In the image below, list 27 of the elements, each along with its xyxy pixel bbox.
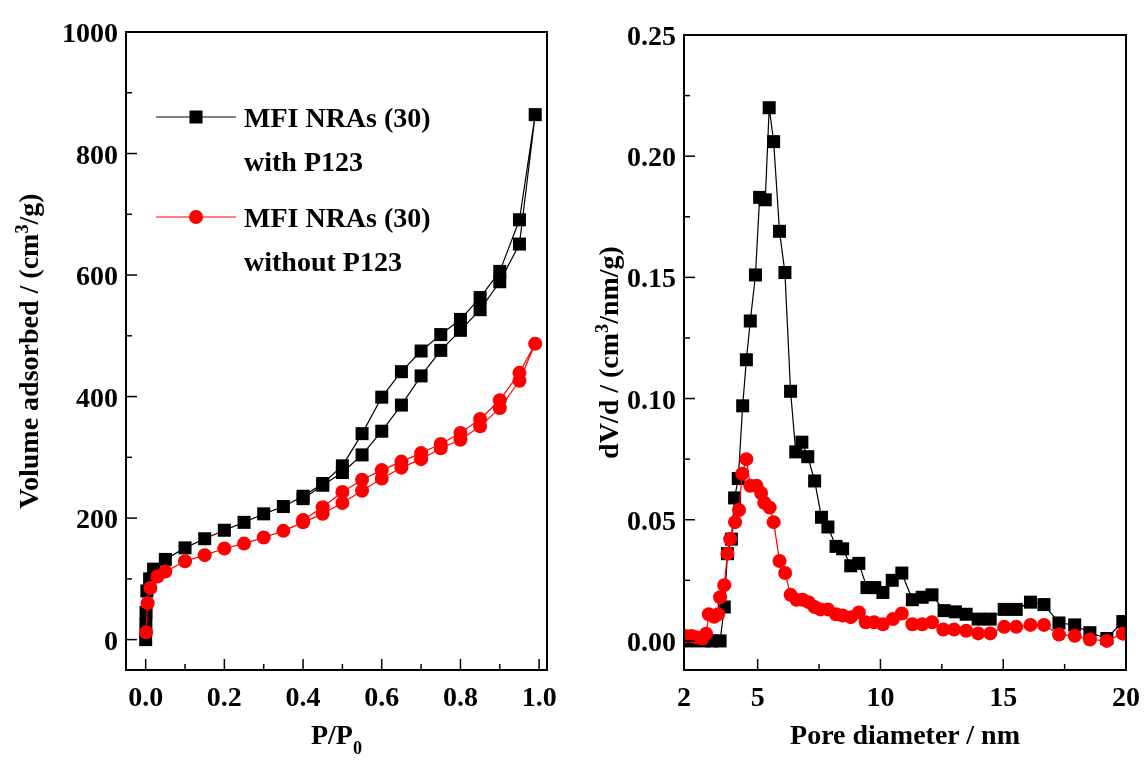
x-tick-label: 15 [989,681,1018,712]
legend-label: MFI NRAs (30) without P123 [244,202,431,277]
x-tick-label: 0.4 [285,681,321,712]
y-tick-label: 0.05 [627,504,676,536]
x-tick-label: 0.2 [206,681,242,712]
y-tick-label: 0.00 [627,625,676,657]
x-tick-label: 0.0 [128,681,164,712]
x-tick-label: 5 [750,681,765,712]
y-tick-label: 0.25 [627,20,676,51]
x-tick-label: 0.8 [442,681,478,712]
x-tick-label: 2 [677,681,691,712]
x-tick-label: 10 [866,681,895,712]
y-tick-label: 0 [104,624,118,656]
x-axis-title: Pore diameter / nm [790,719,1020,750]
y-tick-label: 1000 [62,17,118,48]
x-axis-title: P/P$_{0}$ [310,719,363,758]
y-tick-label: 0.15 [627,262,676,294]
y-tick-label: 200 [76,503,118,535]
y-tick-label: 600 [76,260,118,292]
y-tick-label: 400 [76,381,118,413]
x-tick-label: 0.6 [364,681,400,712]
x-tick-label: 20 [1112,681,1140,712]
y-tick-label: 800 [76,138,118,170]
y-tick-label: 0.20 [627,141,676,173]
y-tick-label: 0.10 [627,383,676,415]
legend-label: MFI NRAs (30) with P123 [244,102,431,177]
x-tick-label: 1.0 [521,681,557,712]
